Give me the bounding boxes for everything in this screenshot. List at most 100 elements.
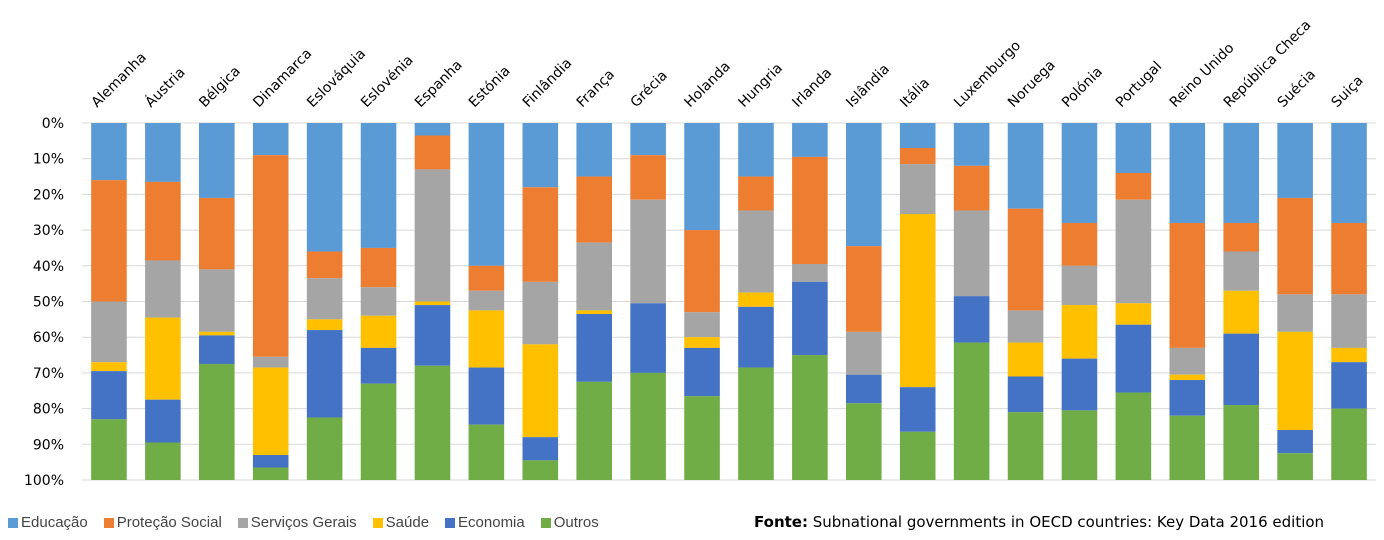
- bar-segment: [1169, 415, 1206, 480]
- bar-segment: [360, 383, 397, 480]
- bar-segment: [252, 155, 289, 357]
- y-tick-label: 50%: [33, 295, 64, 311]
- bar-segment: [845, 123, 882, 247]
- category-label: Islândia: [843, 61, 893, 111]
- bar-segment: [1115, 324, 1152, 393]
- bar-segment: [1331, 123, 1367, 223]
- y-tick-label: 80%: [33, 402, 64, 418]
- stacked-bar-chart: 0% 10% 20% 30% 40% 50% 60% 70% 80% 90% 100% Alemanh…: [24, 17, 1376, 489]
- category-label: Alemanha: [88, 50, 149, 111]
- bar-segment: [1007, 342, 1044, 377]
- bar-segment: [522, 281, 559, 345]
- bar-segment: [684, 347, 720, 397]
- bar-segment: [684, 230, 720, 313]
- y-tick-label: 10%: [33, 152, 64, 168]
- legend-item: Proteção Social: [103, 514, 222, 531]
- category-label: Estónia: [466, 63, 514, 111]
- bar-segment: [198, 197, 235, 270]
- legend-swatch: [372, 517, 383, 528]
- category-label: Espanha: [412, 57, 466, 111]
- bar-segment: [198, 331, 235, 336]
- bar-segment: [1223, 333, 1260, 406]
- legend-label: Outros: [553, 514, 599, 531]
- bar-segment: [630, 199, 666, 304]
- bar-segment: [252, 467, 289, 480]
- bar-segment: [845, 246, 882, 332]
- bar-segment: [1331, 294, 1367, 348]
- bar-segment: [198, 123, 235, 198]
- bar-segment: [953, 210, 990, 297]
- bar-segment: [845, 331, 882, 375]
- legend-item: Educação: [8, 514, 88, 531]
- bar-segment: [306, 278, 343, 320]
- bar-segment: [684, 123, 720, 231]
- bar-segment: [1115, 123, 1152, 173]
- legend-swatch: [237, 517, 248, 528]
- category-label: República Checa: [1221, 17, 1315, 111]
- bar-segment: [306, 123, 343, 252]
- category-label: Eslovénia: [358, 52, 417, 111]
- category-label: França: [574, 67, 618, 111]
- bar-segment: [1007, 376, 1044, 413]
- bar-segment: [792, 123, 828, 157]
- bar-segment: [576, 310, 613, 314]
- legend: Educação Proteção Social Serviços Gerais Sa…: [8, 514, 615, 531]
- bar-segment: [1007, 123, 1044, 209]
- bar-segment: [684, 312, 720, 338]
- bar-segment: [899, 164, 936, 215]
- bar-segment: [145, 442, 181, 480]
- bar-segment: [899, 387, 936, 432]
- bar-segment: [576, 242, 613, 311]
- bar-segment: [91, 301, 127, 363]
- bar-segment: [1169, 123, 1206, 223]
- legend-swatch: [540, 517, 551, 528]
- bar-segment: [252, 367, 289, 456]
- bar-segment: [953, 165, 990, 211]
- bar-segment: [1277, 294, 1313, 332]
- bar-segment: [1169, 374, 1206, 381]
- bar-segment: [1277, 453, 1313, 480]
- bar-segment: [738, 210, 774, 293]
- bar-segment: [1277, 123, 1313, 198]
- bar-segment: [1331, 408, 1367, 480]
- bar-segment: [953, 296, 990, 343]
- y-tick-label: 90%: [33, 437, 64, 453]
- category-label: Noruega: [1005, 57, 1059, 111]
- bar-segment: [738, 367, 774, 480]
- legend-swatch: [103, 517, 114, 528]
- bar-segment: [306, 330, 343, 418]
- bar-segment: [522, 187, 559, 282]
- bar-segment: [252, 123, 289, 156]
- bar-segment: [684, 337, 720, 348]
- category-label: Finlândia: [520, 55, 576, 111]
- bar-segment: [360, 287, 397, 316]
- bar-segment: [1331, 222, 1367, 295]
- bar-segment: [360, 247, 397, 288]
- bar-segment: [1331, 347, 1367, 363]
- bar-segment: [91, 419, 127, 480]
- category-label: Itália: [897, 75, 933, 111]
- bar-segment: [630, 372, 666, 480]
- bar-segment: [1115, 303, 1152, 325]
- category-label: Suécia: [1275, 67, 1319, 111]
- bar-segment: [414, 305, 451, 366]
- bar-segment: [576, 123, 613, 177]
- bar-segment: [468, 265, 505, 291]
- bar-segment: [360, 315, 397, 348]
- legend-label: Proteção Social: [116, 514, 222, 531]
- bar-segment: [360, 123, 397, 248]
- category-label: Polónia: [1059, 64, 1106, 111]
- bar-segment: [899, 123, 936, 148]
- bar-segment: [1277, 430, 1313, 454]
- bar-segment: [468, 367, 505, 425]
- bar-segment: [576, 313, 613, 382]
- bar-segment: [1061, 123, 1098, 223]
- bar-segment: [468, 290, 505, 311]
- bar-segment: [414, 123, 451, 136]
- bar-segment: [630, 303, 666, 373]
- category-label: Áustria: [142, 64, 189, 111]
- bar-segment: [630, 123, 666, 156]
- bar-segment: [306, 319, 343, 331]
- bar-segment: [1115, 172, 1152, 200]
- bar-segment: [953, 342, 990, 480]
